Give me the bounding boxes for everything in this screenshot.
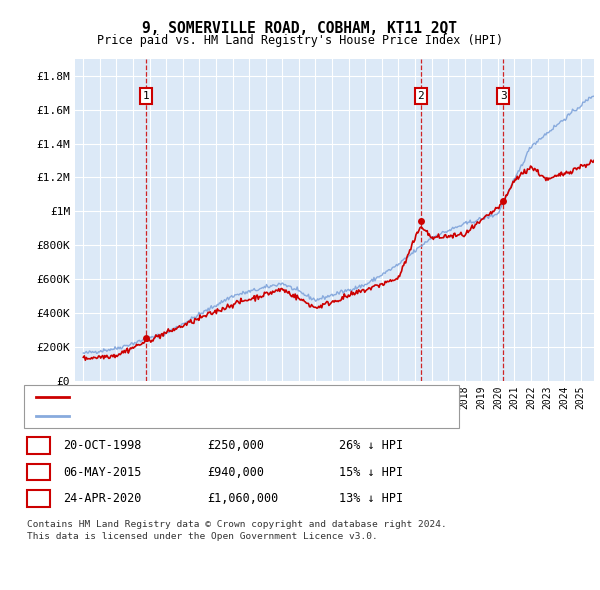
Text: 3: 3: [35, 494, 42, 503]
Text: 06-MAY-2015: 06-MAY-2015: [63, 466, 142, 478]
Text: 9, SOMERVILLE ROAD, COBHAM, KT11 2QT: 9, SOMERVILLE ROAD, COBHAM, KT11 2QT: [143, 21, 458, 35]
Text: 20-OCT-1998: 20-OCT-1998: [63, 439, 142, 452]
Text: 15% ↓ HPI: 15% ↓ HPI: [339, 466, 403, 478]
Text: 2: 2: [35, 467, 42, 477]
Text: Contains HM Land Registry data © Crown copyright and database right 2024.: Contains HM Land Registry data © Crown c…: [27, 520, 447, 529]
Text: £940,000: £940,000: [207, 466, 264, 478]
Text: £250,000: £250,000: [207, 439, 264, 452]
Text: £1,060,000: £1,060,000: [207, 492, 278, 505]
Text: 9, SOMERVILLE ROAD, COBHAM, KT11 2QT (detached house): 9, SOMERVILLE ROAD, COBHAM, KT11 2QT (de…: [72, 392, 403, 402]
Text: 26% ↓ HPI: 26% ↓ HPI: [339, 439, 403, 452]
Text: 2: 2: [418, 91, 424, 101]
Text: HPI: Average price, detached house, Elmbridge: HPI: Average price, detached house, Elmb…: [72, 411, 353, 421]
Text: 1: 1: [35, 441, 42, 450]
Text: Price paid vs. HM Land Registry's House Price Index (HPI): Price paid vs. HM Land Registry's House …: [97, 34, 503, 47]
Text: This data is licensed under the Open Government Licence v3.0.: This data is licensed under the Open Gov…: [27, 532, 378, 541]
Text: 1: 1: [143, 91, 149, 101]
Text: 13% ↓ HPI: 13% ↓ HPI: [339, 492, 403, 505]
Text: 24-APR-2020: 24-APR-2020: [63, 492, 142, 505]
Text: 3: 3: [500, 91, 506, 101]
